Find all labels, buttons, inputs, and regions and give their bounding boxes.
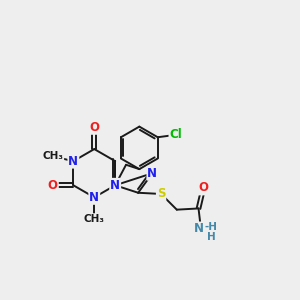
Text: N: N — [68, 154, 78, 168]
Text: CH₃: CH₃ — [84, 214, 105, 224]
Text: S: S — [157, 188, 165, 200]
Text: N: N — [147, 167, 157, 180]
Text: N: N — [194, 223, 204, 236]
Text: O: O — [89, 121, 99, 134]
Text: N: N — [89, 191, 99, 204]
Text: N: N — [110, 179, 120, 192]
Text: O: O — [48, 179, 58, 192]
Text: O: O — [198, 182, 208, 194]
Text: Cl: Cl — [169, 128, 182, 141]
Text: H: H — [207, 232, 215, 242]
Text: CH₃: CH₃ — [42, 151, 63, 161]
Text: -H: -H — [205, 222, 218, 232]
